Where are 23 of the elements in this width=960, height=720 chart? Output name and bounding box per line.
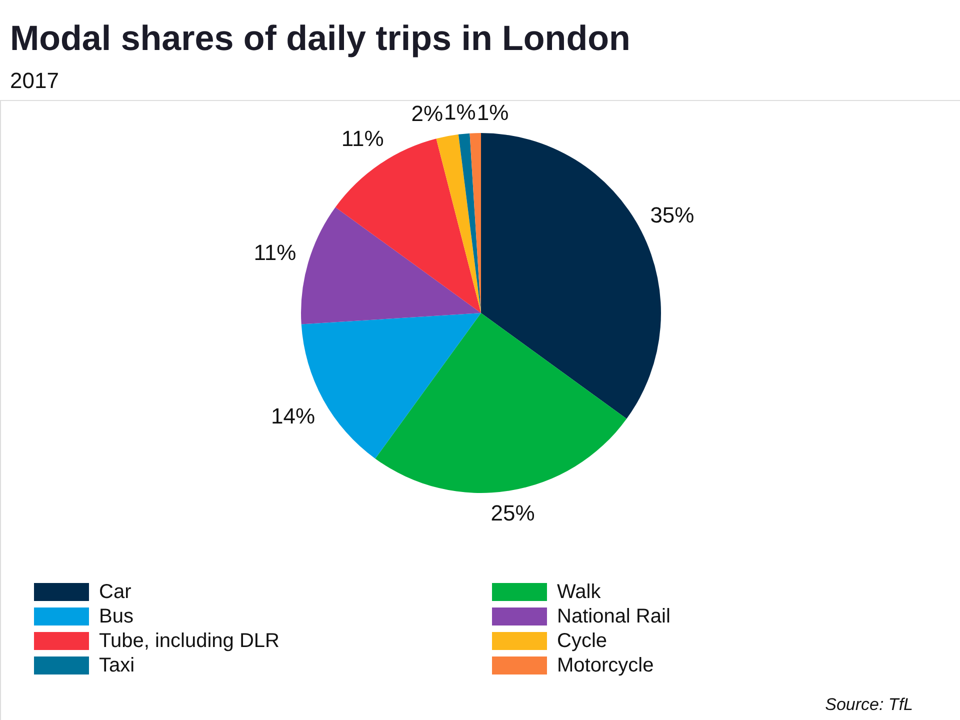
data-label: 2%: [411, 100, 444, 126]
data-label: 1%: [476, 100, 509, 125]
chart-title: Modal shares of daily trips in London: [10, 19, 630, 58]
pie-slice: [375, 313, 627, 493]
data-label: 35%: [650, 202, 694, 228]
data-label: 11%: [254, 240, 296, 266]
source-note: Source: TfL: [825, 695, 913, 714]
legend-label: Car: [99, 581, 132, 603]
data-label: 1%: [444, 100, 476, 125]
legend-label: National Rail: [557, 606, 670, 628]
chart-subtitle: 2017: [10, 68, 59, 93]
data-label: 14%: [270, 403, 316, 428]
legend-label: Bus: [99, 606, 134, 628]
legend-label: Cycle: [557, 630, 608, 652]
pie-slice: [436, 134, 481, 313]
pie-slice: [301, 207, 481, 324]
data-label: 25%: [490, 500, 535, 526]
legend-label: Walk: [557, 581, 602, 603]
legend-label: Taxi: [99, 654, 135, 676]
legend-label: Motorcycle: [557, 654, 654, 676]
pie-slice: [458, 133, 481, 313]
data-label: 11%: [341, 126, 384, 151]
legend-label: Tube, including DLR: [99, 630, 280, 652]
